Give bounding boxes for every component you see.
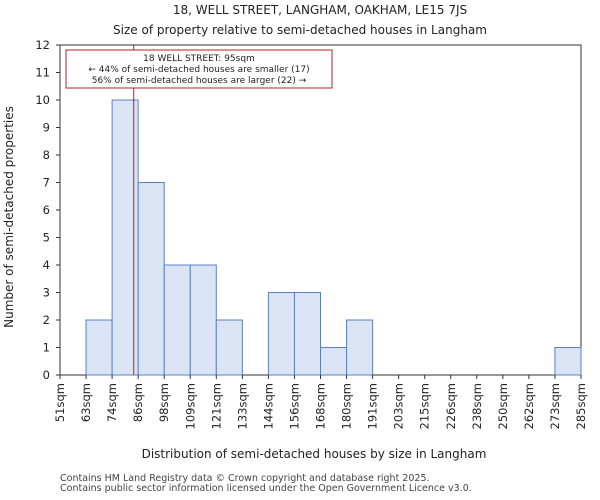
chart-title: 18, WELL STREET, LANGHAM, OAKHAM, LE15 7… [173, 3, 467, 17]
bar-180sqm [346, 319, 374, 376]
x-tick-label: 86sqm [131, 383, 145, 422]
bar-273sqm [554, 347, 582, 376]
x-tick-label: 63sqm [79, 383, 93, 422]
y-tick-label: 6 [43, 203, 50, 217]
y-tick-label: 5 [43, 231, 50, 245]
bar-121sqm [215, 319, 243, 376]
bar-98sqm [163, 264, 191, 376]
x-tick-label: 191sqm [366, 383, 380, 429]
x-tick-label: 98sqm [157, 383, 171, 422]
y-tick-label: 3 [43, 286, 50, 300]
x-tick-label: 238sqm [470, 383, 484, 429]
annotation-line-2: ← 44% of semi-detached houses are smalle… [88, 65, 309, 75]
y-tick-label: 11 [35, 66, 50, 80]
y-axis-label: Number of semi-detached properties [2, 106, 16, 328]
y-tick-label: 7 [43, 176, 50, 190]
x-tick-label: 156sqm [287, 383, 301, 429]
y-tick-label: 2 [43, 313, 50, 327]
x-tick-label: 250sqm [496, 383, 510, 429]
annotation-box [65, 49, 333, 89]
bar-63sqm [85, 319, 113, 376]
annotation-line-1: 18 WELL STREET: 95sqm [143, 54, 255, 64]
y-tick-label: 4 [43, 258, 50, 272]
bar-74sqm [111, 99, 139, 376]
x-tick-label: 273sqm [548, 383, 562, 429]
x-tick-label: 144sqm [261, 383, 275, 429]
x-tick-label: 168sqm [314, 383, 328, 429]
x-tick-label: 121sqm [209, 383, 223, 429]
y-tick-label: 10 [35, 93, 50, 107]
x-tick-label: 203sqm [392, 383, 406, 429]
bar-86sqm [137, 182, 165, 376]
x-tick-label: 262sqm [522, 383, 536, 429]
y-tick-label: 1 [43, 341, 50, 355]
y-tick-label: 8 [43, 148, 50, 162]
bar-168sqm [320, 347, 348, 376]
chart-subtitle: Size of property relative to semi-detach… [113, 23, 487, 37]
y-tick-label: 12 [35, 38, 50, 52]
footer-copyright: Contains HM Land Registry data © Crown c… [60, 473, 430, 484]
y-tick-label: 9 [43, 121, 50, 135]
x-tick-label: 133sqm [235, 383, 249, 429]
x-axis-label: Distribution of semi-detached houses by … [142, 447, 487, 461]
bar-144sqm [267, 292, 295, 376]
bar-109sqm [189, 264, 217, 376]
annotation-line-3: 56% of semi-detached houses are larger (… [92, 76, 307, 86]
x-tick-label: 109sqm [183, 383, 197, 429]
x-tick-label: 226sqm [444, 383, 458, 429]
x-tick-label: 215sqm [418, 383, 432, 429]
x-tick-label: 51sqm [53, 383, 67, 422]
bar-156sqm [293, 292, 322, 376]
x-tick-label: 180sqm [340, 383, 354, 429]
y-tick-label: 0 [43, 368, 50, 382]
footer-licence: Contains public sector information licen… [60, 483, 472, 494]
x-tick-label: 285sqm [574, 383, 588, 429]
x-tick-label: 74sqm [105, 383, 119, 422]
